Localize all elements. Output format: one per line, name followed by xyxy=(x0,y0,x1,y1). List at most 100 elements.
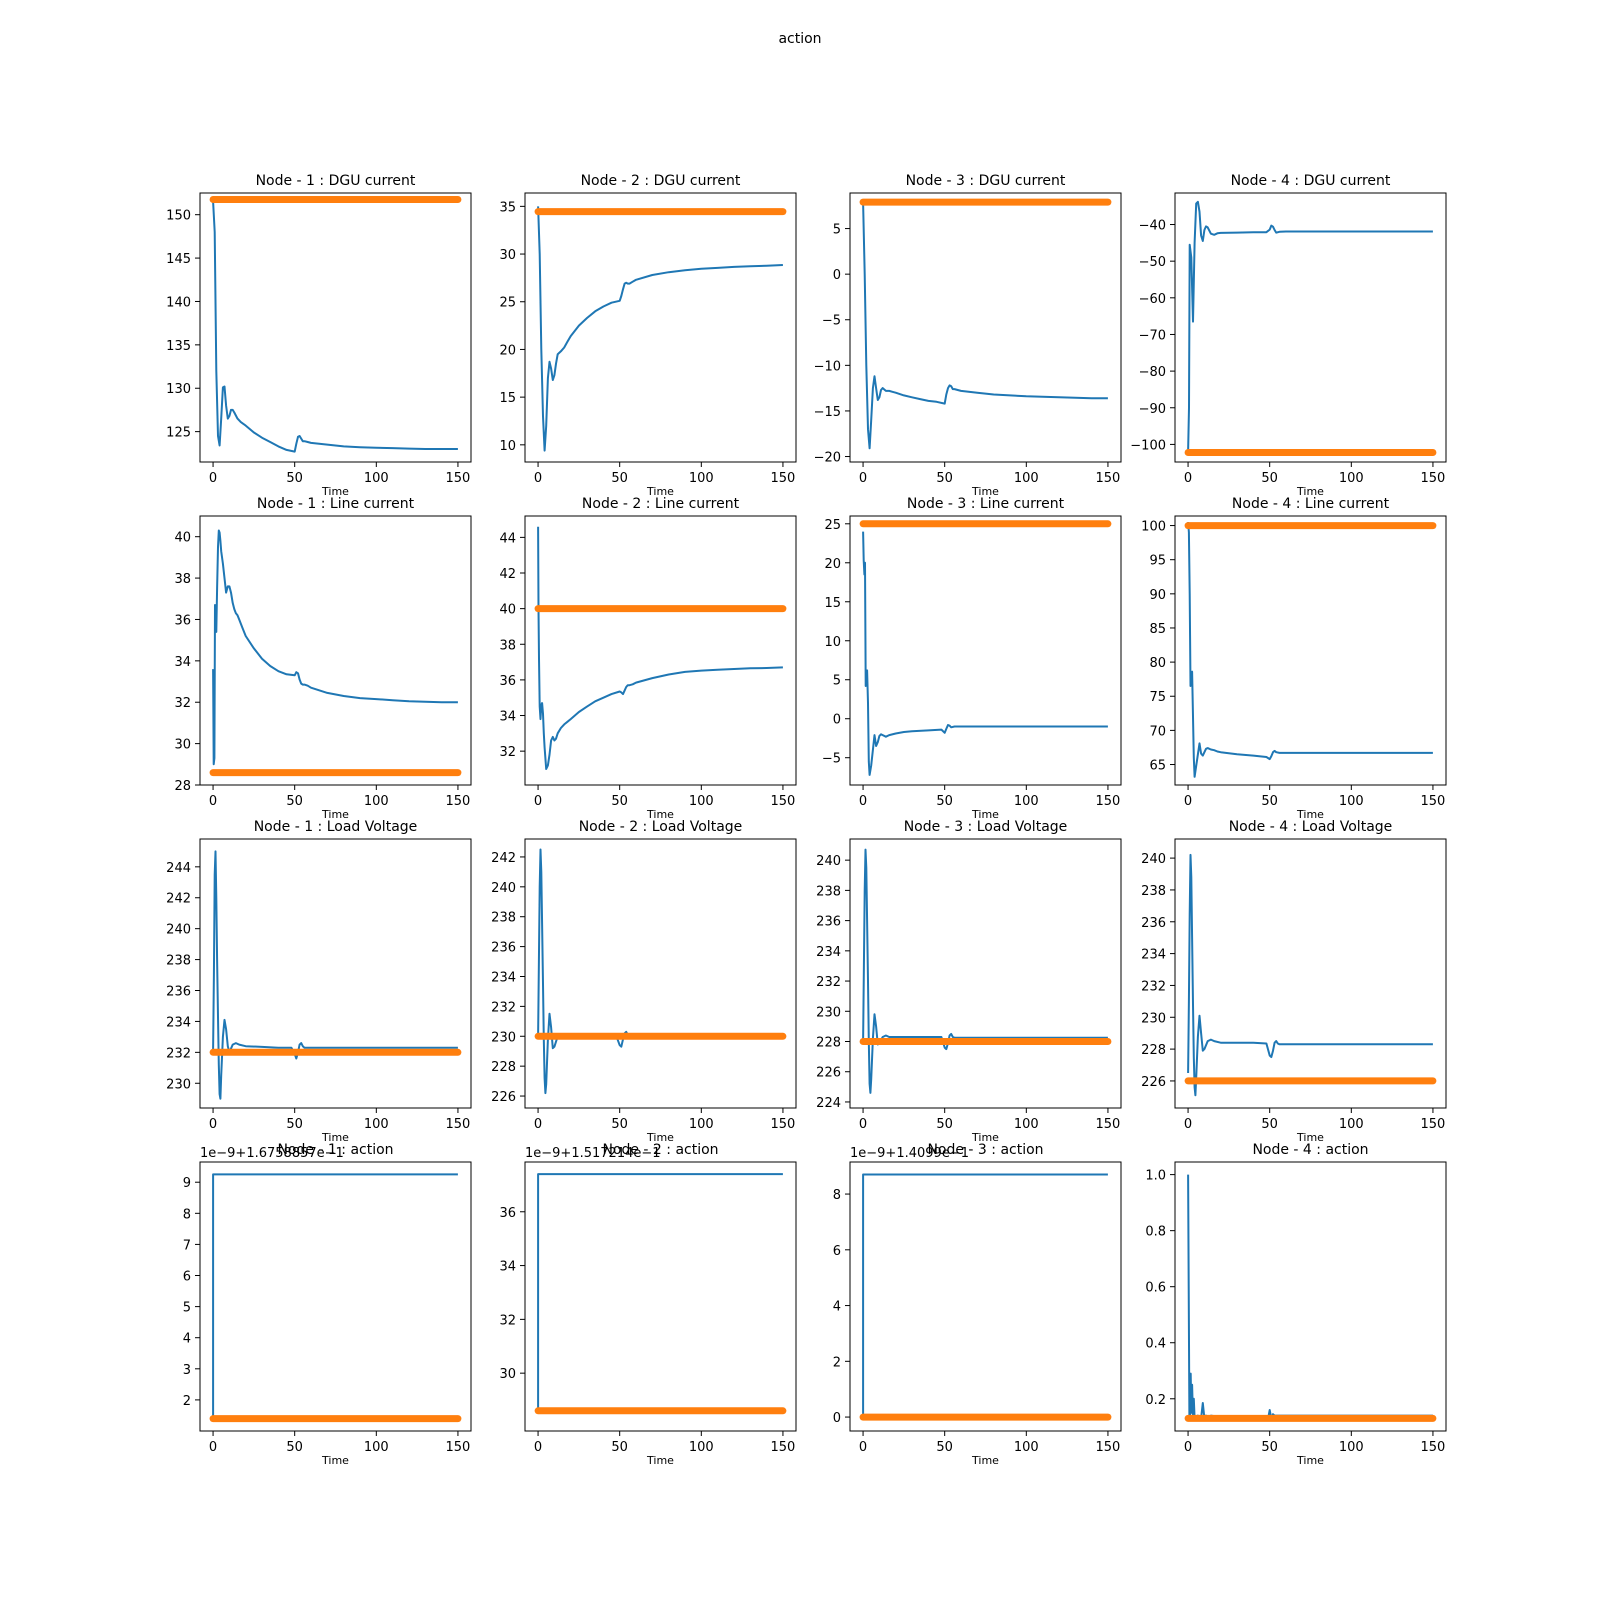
y-tick-label: 15 xyxy=(824,596,841,611)
y-tick-label: 232 xyxy=(166,1046,191,1061)
y-offset-label: 1e−9+1.517214e−1 xyxy=(525,1146,661,1161)
y-tick-label: −70 xyxy=(1139,328,1166,343)
x-tick-label: 50 xyxy=(1261,1440,1278,1455)
x-tick-label: 150 xyxy=(1096,471,1121,486)
subplot-7: 0 50 100 150 −5 0 5 10 15 20 25 Time Node - 3 : Line… xyxy=(822,496,1122,821)
y-tick-label: 10 xyxy=(499,439,516,454)
y-tick-label: 228 xyxy=(816,1036,841,1051)
x-tick-label: 0 xyxy=(534,1440,542,1455)
y-tick-label: 228 xyxy=(491,1060,516,1075)
subplot-13: 0 50 100 150 2 3 4 5 6 7 8 9 Time Node - 1 : action1e… xyxy=(183,1142,472,1467)
subplot-3: 0 50 100 150 −20 −15 −10 −5 0 5 Time Node - 3 : DGU… xyxy=(814,173,1122,498)
x-tick-label: 0 xyxy=(859,794,867,809)
axes-frame xyxy=(849,192,1122,463)
y-tick-label: 2 xyxy=(183,1394,191,1409)
x-tick-label: 100 xyxy=(689,1117,714,1132)
y-tick-label: 15 xyxy=(499,391,516,406)
plot-area xyxy=(1184,522,1437,778)
subplot-title: Node - 3 : Line current xyxy=(907,496,1065,512)
y-tick-label: 20 xyxy=(824,557,841,572)
y-tick-label: 34 xyxy=(499,710,516,725)
y-tick-label: −5 xyxy=(822,752,841,767)
x-tick-label: 50 xyxy=(611,794,628,809)
axes-frame xyxy=(199,1161,472,1432)
subplot-1: 0 50 100 150 125 130 135 140 145 150 Time Node - 1 … xyxy=(166,173,472,498)
x-tick-label: 50 xyxy=(1261,471,1278,486)
axes-frame xyxy=(1174,192,1447,463)
x-axis-label: Time xyxy=(321,485,349,498)
x-tick-label: 50 xyxy=(286,794,303,809)
y-tick-label: 2 xyxy=(833,1355,841,1370)
y-tick-label: 240 xyxy=(1141,852,1166,867)
y-tick-label: 34 xyxy=(499,1260,516,1275)
y-tick-label: 234 xyxy=(816,945,841,960)
y-tick-label: 4 xyxy=(183,1332,191,1347)
axes-frame xyxy=(199,515,472,786)
subplot-title: Node - 4 : Line current xyxy=(1232,496,1390,512)
y-tick-label: 40 xyxy=(499,603,516,618)
x-tick-label: 150 xyxy=(1096,794,1121,809)
y-tick-label: 232 xyxy=(1141,979,1166,994)
y-tick-label: −20 xyxy=(814,451,841,466)
measured-series-line xyxy=(537,206,783,452)
y-offset-label: 1e−9+1.4099e−1 xyxy=(850,1146,969,1161)
y-tick-label: 145 xyxy=(166,252,191,267)
subplot-16: 0 50 100 150 0.2 0.4 0.6 0.8 1.0 Time Node - 4 : a… xyxy=(1145,1142,1447,1467)
y-offset-label: 1e−9+1.6758857e−1 xyxy=(200,1146,344,1161)
y-tick-label: 238 xyxy=(491,911,516,926)
plot-area xyxy=(859,848,1112,1094)
measured-series-line xyxy=(537,1173,783,1411)
axes-frame xyxy=(1174,1161,1447,1432)
y-tick-label: 32 xyxy=(499,1313,516,1328)
subplot-14: 0 50 100 150 30 32 34 36 Time Node - 2 : action1e… xyxy=(499,1142,797,1467)
y-tick-label: 125 xyxy=(166,426,191,441)
y-tick-label: 95 xyxy=(1149,554,1166,569)
subplot-2: 0 50 100 150 10 15 20 25 30 35 Time Node - 2 : DGU … xyxy=(499,173,797,498)
measured-series-line xyxy=(1187,853,1433,1097)
y-tick-label: 230 xyxy=(1141,1011,1166,1026)
subplot-12: 0 50 100 150 226 228 230 232 234 236 238 240 Time Nod… xyxy=(1141,819,1447,1144)
x-tick-label: 0 xyxy=(209,471,217,486)
measured-series-line xyxy=(212,201,458,453)
y-tick-label: 240 xyxy=(491,881,516,896)
y-tick-label: 85 xyxy=(1149,622,1166,637)
x-tick-label: 0 xyxy=(1184,794,1192,809)
subplot-title: Node - 4 : DGU current xyxy=(1231,173,1391,189)
x-axis-label: Time xyxy=(1296,485,1324,498)
x-tick-label: 100 xyxy=(1339,471,1364,486)
y-tick-label: 80 xyxy=(1149,656,1166,671)
x-tick-label: 150 xyxy=(1421,794,1446,809)
x-tick-label: 50 xyxy=(286,1117,303,1132)
x-tick-label: 0 xyxy=(859,471,867,486)
x-tick-label: 50 xyxy=(936,1117,953,1132)
subplot-9: 0 50 100 150 230 232 234 236 238 240 242 244 Time Nod… xyxy=(166,819,472,1144)
y-tick-label: 1.0 xyxy=(1145,1169,1166,1184)
y-tick-label: 226 xyxy=(1141,1075,1166,1090)
x-tick-label: 100 xyxy=(689,1440,714,1455)
y-tick-label: 30 xyxy=(499,1367,516,1382)
x-tick-label: 0 xyxy=(859,1117,867,1132)
x-axis-label: Time xyxy=(971,1131,999,1144)
x-tick-label: 100 xyxy=(1339,1440,1364,1455)
y-tick-label: −10 xyxy=(814,359,841,374)
y-tick-label: 224 xyxy=(816,1096,841,1111)
x-axis-label: Time xyxy=(1296,1454,1324,1467)
x-tick-label: 100 xyxy=(364,471,389,486)
x-axis-label: Time xyxy=(1296,808,1324,821)
measured-series-line xyxy=(212,529,458,766)
plot-area xyxy=(859,520,1112,776)
y-tick-label: 0.8 xyxy=(1145,1225,1166,1240)
plot-area xyxy=(1184,200,1437,456)
y-tick-label: 36 xyxy=(499,674,516,689)
y-tick-label: 4 xyxy=(833,1300,841,1315)
subplot-title: Node - 3 : DGU current xyxy=(906,173,1066,189)
x-tick-label: 50 xyxy=(936,794,953,809)
axes-frame xyxy=(524,192,797,463)
x-tick-label: 50 xyxy=(611,1117,628,1132)
axes-frame xyxy=(199,838,472,1109)
y-tick-label: 40 xyxy=(174,531,191,546)
measured-series-line xyxy=(1187,522,1433,778)
measured-series-line xyxy=(862,531,1108,776)
plot-area xyxy=(1184,853,1437,1097)
